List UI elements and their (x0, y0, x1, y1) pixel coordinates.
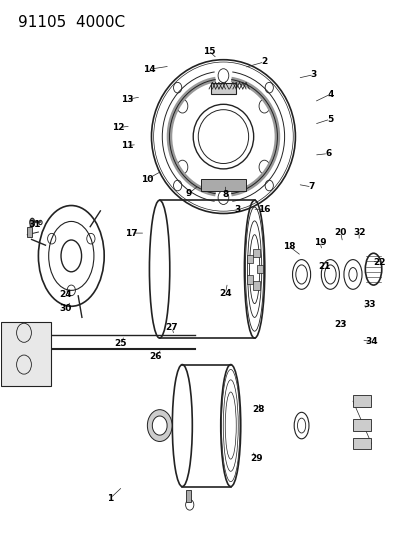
Bar (246, 275, 253, 284)
Bar (252, 281, 259, 290)
Bar (246, 255, 253, 263)
Text: 28: 28 (252, 405, 264, 414)
Text: 24: 24 (59, 289, 71, 298)
Bar (352, 438, 370, 449)
Text: 32: 32 (352, 228, 365, 237)
Text: 25: 25 (114, 339, 127, 348)
Text: 15: 15 (202, 47, 215, 56)
Text: 22: 22 (373, 258, 385, 266)
Text: 23: 23 (334, 320, 346, 329)
Text: 4: 4 (326, 90, 333, 99)
Text: 14: 14 (143, 64, 155, 74)
Text: 10: 10 (141, 174, 153, 183)
Text: 3: 3 (234, 205, 240, 214)
Text: 2: 2 (261, 58, 267, 66)
Text: 34: 34 (364, 337, 377, 346)
Text: 12: 12 (112, 123, 125, 132)
Bar (256, 265, 263, 273)
Text: 24: 24 (218, 288, 231, 297)
Bar (200, 179, 245, 191)
Text: 11: 11 (120, 141, 133, 150)
Text: 91105  4000C: 91105 4000C (18, 14, 125, 30)
Text: 3: 3 (310, 70, 316, 79)
Bar (352, 395, 370, 407)
Text: 30: 30 (59, 304, 71, 313)
Text: 9: 9 (185, 189, 191, 198)
Ellipse shape (30, 218, 35, 227)
Text: 16: 16 (258, 205, 270, 214)
Text: 31: 31 (28, 220, 40, 229)
Text: 8: 8 (222, 190, 228, 199)
Bar (352, 419, 370, 431)
Text: 33: 33 (362, 300, 375, 309)
Bar (27, 227, 32, 237)
Text: 18: 18 (282, 242, 295, 251)
Bar (186, 490, 191, 502)
Text: 20: 20 (334, 228, 346, 237)
Text: 17: 17 (124, 229, 137, 238)
Text: 6: 6 (324, 149, 331, 158)
Text: 19: 19 (313, 238, 325, 247)
Text: 29: 29 (249, 454, 262, 463)
Text: 21: 21 (317, 262, 330, 271)
Text: 13: 13 (120, 95, 133, 104)
Text: 5: 5 (326, 115, 333, 124)
Bar (252, 248, 259, 257)
Text: 1: 1 (107, 494, 113, 503)
Bar (1, 322, 51, 386)
Text: 27: 27 (165, 323, 178, 332)
Text: 7: 7 (308, 182, 314, 191)
Text: 26: 26 (149, 352, 161, 361)
Bar (210, 83, 236, 94)
